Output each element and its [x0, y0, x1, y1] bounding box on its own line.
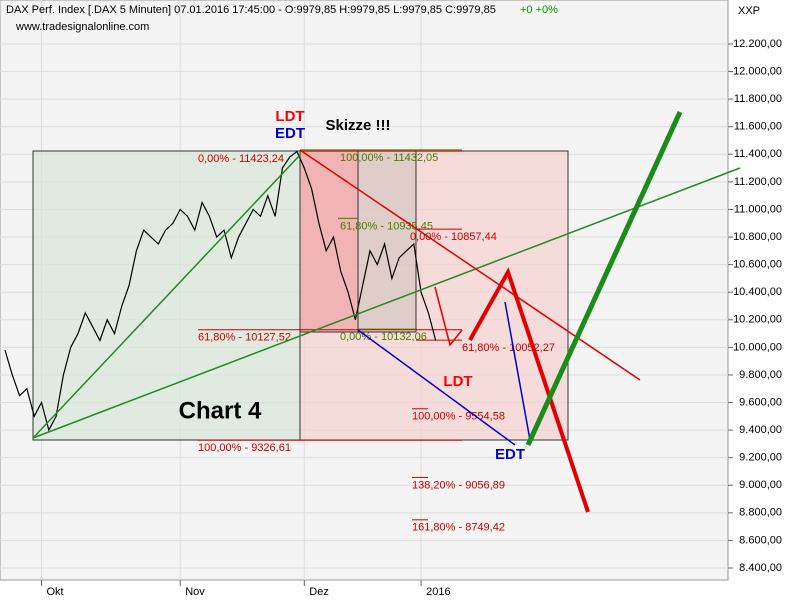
fib-label: 61,80% - 10935,45	[340, 220, 433, 232]
y-tick-label: 9.800,00	[739, 369, 782, 381]
y-tick-label: 12.200,00	[733, 38, 782, 50]
y-tick-label: 12.000,00	[733, 65, 782, 77]
change: +0 +0%	[520, 4, 558, 16]
y-tick-label: 11.000,00	[734, 203, 782, 215]
y-tick-label: 9.600,00	[739, 396, 782, 408]
y-tick-label: 10.600,00	[733, 259, 782, 271]
x-tick-label: Dez	[309, 586, 329, 598]
annotation: EDT	[275, 125, 305, 142]
annotation: Skizze !!!	[325, 117, 390, 134]
x-tick-label: Okt	[47, 586, 64, 598]
trend-line	[32, 154, 301, 439]
y-tick-label: 10.000,00	[733, 341, 782, 353]
trend-line	[32, 167, 741, 439]
x-tick-label: Nov	[185, 586, 205, 598]
dark-red-box	[299, 150, 359, 333]
fib-label: 100,00% - 9554,58	[412, 411, 505, 423]
fib-label: 161,80% - 8749,42	[412, 522, 505, 534]
y-tick-label: 11.400,00	[734, 148, 782, 160]
annotation: Chart 4	[179, 397, 262, 424]
sketch-blue	[504, 301, 531, 441]
y-tick-label: 8.600,00	[739, 534, 782, 546]
x-tick-label: 2016	[426, 586, 450, 598]
fib-label: 61,80% - 10127,52	[198, 332, 291, 344]
fib-label: 0,00% - 10132,06	[340, 331, 427, 343]
fib-label: 100,00% - 9326,61	[198, 442, 291, 454]
fib-label: 0,00% - 11423,24	[198, 153, 284, 165]
sketch-green	[525, 110, 683, 447]
sketch-red	[468, 267, 590, 513]
y-tick-label: 9.200,00	[739, 452, 782, 464]
y-tick-label: 11.800,00	[734, 93, 782, 105]
annotation: LDT	[275, 108, 304, 125]
fib-label: 61,80% - 10052,27	[462, 342, 555, 354]
annotation: LDT	[443, 373, 472, 390]
y-tick-label: 10.200,00	[733, 314, 782, 326]
fib-label: 0,00% - 10857,44	[410, 231, 497, 243]
annotation: EDT	[495, 446, 525, 463]
axis-label: XXP	[738, 5, 760, 17]
gray-box	[357, 150, 417, 333]
y-tick-label: 9.000,00	[739, 479, 782, 491]
y-tick-label: 8.400,00	[739, 562, 782, 574]
y-tick-label: 10.400,00	[733, 286, 782, 298]
trend-line	[299, 149, 641, 381]
axis: 8.400,00 8.600,00 8.800,00 9.000,00 9.200,00…	[41, 38, 782, 598]
trend-line	[357, 329, 516, 446]
fib-label: 138,20% - 9056,89	[412, 479, 505, 491]
y-tick-label: 9.400,00	[739, 424, 782, 436]
fib-levels: 0,00% - 11423,24 100,00% - 11432,05 61,80%…	[198, 149, 555, 534]
y-tick-label: 11.600,00	[734, 121, 782, 133]
fib-label: 100,00% - 11432,05	[340, 152, 438, 164]
y-tick-label: 10.800,00	[733, 231, 782, 243]
price	[4, 150, 437, 432]
y-tick-label: 11.200,00	[734, 176, 782, 188]
y-tick-label: 8.800,00	[739, 507, 782, 519]
price-line	[4, 150, 437, 432]
header: DAX Perf. Index [.DAX 5 Minuten] 07.01.2…	[6, 4, 496, 16]
sketch-line	[434, 286, 463, 347]
source: www.tradesignalonline.com	[15, 21, 149, 33]
